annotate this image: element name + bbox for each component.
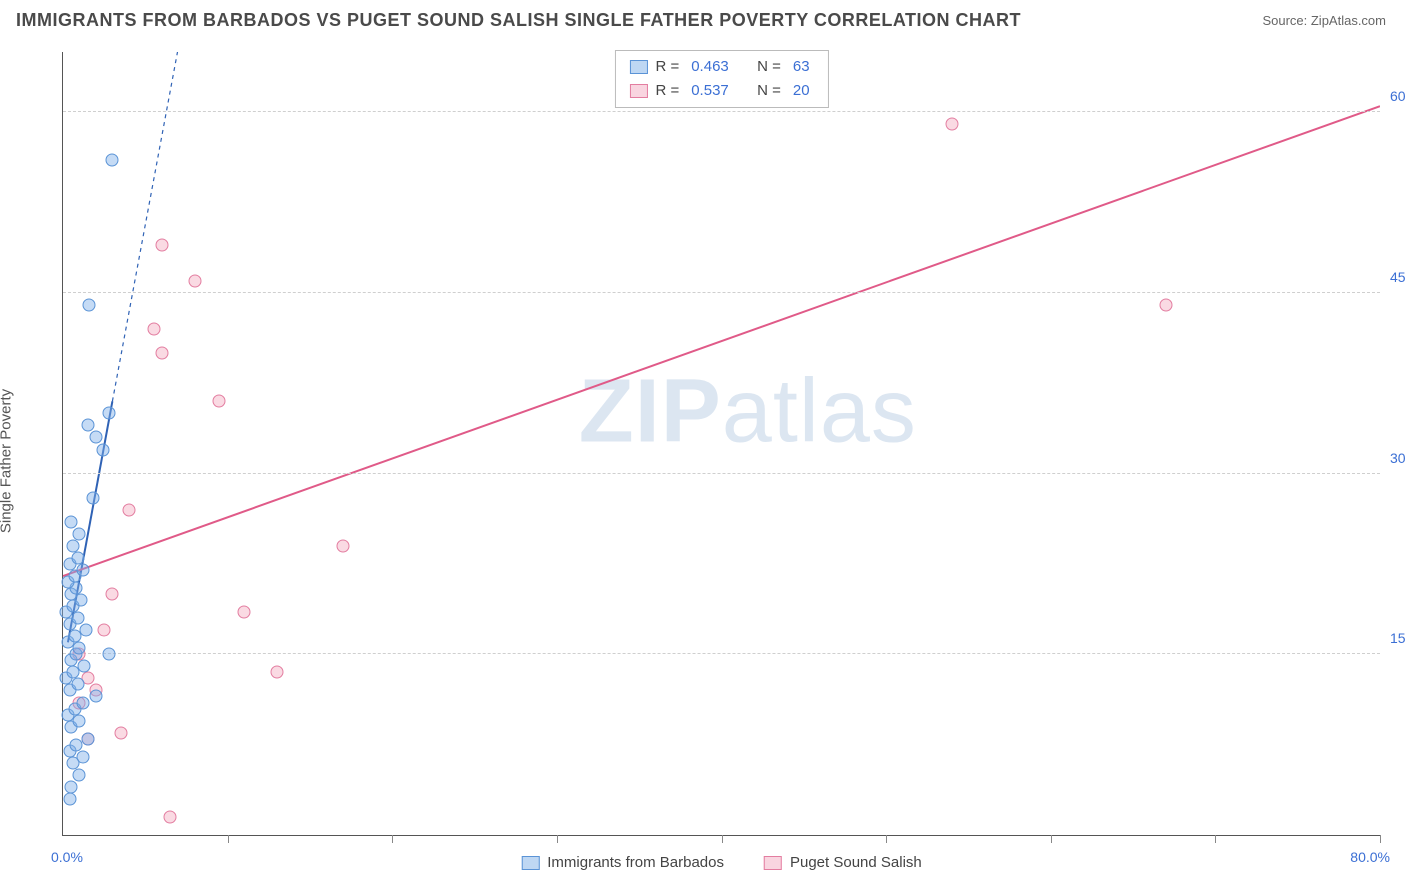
data-point-pink (122, 503, 135, 516)
data-point-pink (188, 274, 201, 287)
data-point-blue (103, 648, 116, 661)
x-tick (1051, 835, 1052, 843)
data-point-pink (336, 539, 349, 552)
series-legend: Immigrants from Barbados Puget Sound Sal… (521, 854, 922, 871)
gridline-h (63, 292, 1380, 293)
data-point-blue (76, 696, 89, 709)
data-point-blue (81, 732, 94, 745)
data-point-blue (103, 407, 116, 420)
data-point-pink (1159, 298, 1172, 311)
data-point-blue (73, 527, 86, 540)
data-point-blue (66, 539, 79, 552)
swatch-blue-icon (629, 60, 647, 74)
swatch-pink-icon (764, 856, 782, 870)
data-point-blue (106, 154, 119, 167)
data-point-blue (80, 624, 93, 637)
swatch-blue-icon (521, 856, 539, 870)
chart-title: IMMIGRANTS FROM BARBADOS VS PUGET SOUND … (16, 10, 1021, 31)
data-point-blue (76, 564, 89, 577)
x-max-label: 80.0% (1350, 849, 1390, 865)
data-point-blue (73, 768, 86, 781)
x-tick (1215, 835, 1216, 843)
data-point-pink (945, 118, 958, 131)
x-tick (392, 835, 393, 843)
data-point-blue (86, 491, 99, 504)
data-point-pink (164, 810, 177, 823)
data-point-blue (89, 690, 102, 703)
data-point-blue (71, 551, 84, 564)
correlation-legend: R = 0.463 N = 63 R = 0.537 N = 20 (614, 50, 828, 108)
x-tick (557, 835, 558, 843)
x-tick (1380, 835, 1381, 843)
x-origin-label: 0.0% (51, 849, 83, 865)
data-point-blue (71, 612, 84, 625)
y-tick-label: 45.0% (1390, 269, 1406, 285)
y-tick-label: 15.0% (1390, 630, 1406, 646)
trend-lines (63, 52, 1380, 835)
data-point-pink (213, 395, 226, 408)
legend-row-blue: R = 0.463 N = 63 (629, 55, 813, 79)
gridline-h (63, 653, 1380, 654)
data-point-pink (238, 606, 251, 619)
chart-header: IMMIGRANTS FROM BARBADOS VS PUGET SOUND … (0, 0, 1406, 37)
legend-row-pink: R = 0.537 N = 20 (629, 79, 813, 103)
data-point-pink (106, 588, 119, 601)
data-point-pink (147, 323, 160, 336)
plot-area: ZIPatlas R = 0.463 N = 63 R = 0.537 N = … (62, 52, 1380, 836)
data-point-pink (155, 238, 168, 251)
legend-item-blue: Immigrants from Barbados (521, 854, 724, 871)
data-point-blue (89, 431, 102, 444)
data-point-blue (83, 298, 96, 311)
y-tick-label: 60.0% (1390, 88, 1406, 104)
swatch-pink-icon (629, 84, 647, 98)
gridline-h (63, 111, 1380, 112)
data-point-pink (98, 624, 111, 637)
data-point-blue (73, 642, 86, 655)
source-attribution: Source: ZipAtlas.com (1262, 13, 1386, 28)
watermark: ZIPatlas (579, 361, 917, 464)
x-tick (228, 835, 229, 843)
gridline-h (63, 473, 1380, 474)
data-point-blue (76, 750, 89, 763)
data-point-pink (155, 347, 168, 360)
data-point-blue (73, 714, 86, 727)
data-point-blue (78, 660, 91, 673)
data-point-blue (65, 780, 78, 793)
data-point-blue (65, 515, 78, 528)
x-tick (886, 835, 887, 843)
chart-container: Single Father Poverty ZIPatlas R = 0.463… (16, 42, 1390, 880)
data-point-blue (71, 678, 84, 691)
data-point-blue (63, 792, 76, 805)
y-tick-label: 30.0% (1390, 450, 1406, 466)
data-point-blue (96, 443, 109, 456)
x-tick (722, 835, 723, 843)
legend-item-pink: Puget Sound Salish (764, 854, 922, 871)
data-point-blue (81, 419, 94, 432)
data-point-pink (271, 666, 284, 679)
y-axis-label: Single Father Poverty (0, 389, 15, 533)
data-point-pink (114, 726, 127, 739)
